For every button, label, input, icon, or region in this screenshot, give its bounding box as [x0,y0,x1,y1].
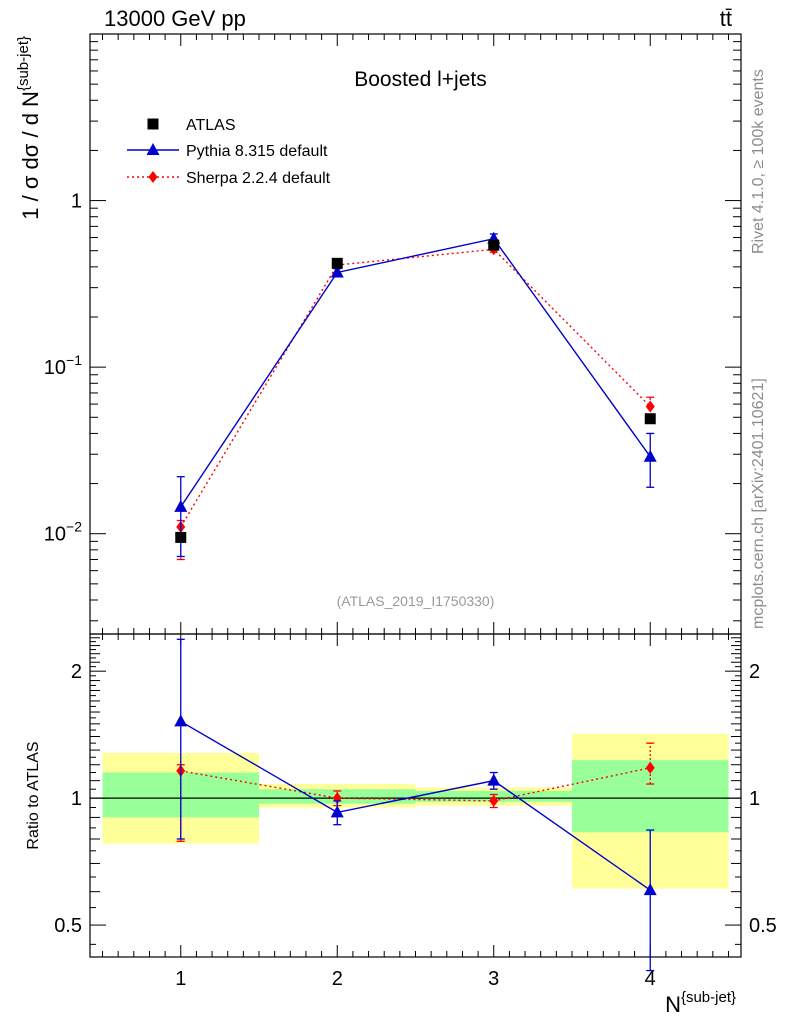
legend-sherpa-marker [148,171,158,183]
main-atlas-point [175,531,187,543]
ratio-pythia-line [180,720,651,891]
legend-pythia-label: Pythia 8.315 default [186,143,328,160]
main-sherpa-line [180,248,651,528]
main-atlas-point [331,257,343,269]
process-label: tt̄ [719,6,732,31]
legend-sherpa-label: Sherpa 2.2.4 default [186,170,331,187]
ratio-sherpa-point [645,761,655,774]
main-pythia-point [174,499,188,512]
legend-atlas-label: ATLAS [186,117,236,134]
x-tick-label: 4 [645,968,656,990]
main-atlas-point [644,413,656,425]
legend-pythia-marker [146,143,160,155]
x-tick-label: 1 [175,968,186,990]
ratio-y-axis-title: Ratio to ATLAS [25,741,42,849]
main-pythia-point [643,449,657,462]
ratio-sherpa-line [180,767,651,802]
main-pythia-point [330,265,344,278]
x-axis-title: N{sub-jet} [665,989,736,1017]
ratio-sherpa-point [489,794,499,807]
x-tick-label: 2 [332,968,343,990]
ratio-y-tick-label-left: 0.5 [54,915,82,937]
analysis-label: (ATLAS_2019_I1750330) [337,593,495,609]
main-y-tick-label: 10−2 [44,519,82,546]
ratio-pythia-point [174,714,188,727]
main-pythia-line [180,237,651,508]
legend-atlas-marker [147,118,159,130]
ratio-pythia-point [487,773,501,786]
main-y-tick-label: 1 [71,191,82,213]
ratio-y-tick-label-left: 2 [71,661,82,683]
main-atlas-point [488,239,500,251]
ratio-y-tick-label-right: 2 [749,661,760,683]
ratio-pythia-point [643,883,657,896]
energy-label: 13000 GeV pp [104,6,246,31]
ratio-pythia-point [330,805,344,818]
ratio-y-tick-label-left: 1 [71,788,82,810]
ratio-y-tick-label-right: 1 [749,788,760,810]
ratio-y-tick-label-right: 0.5 [749,915,777,937]
main-y-tick-label: 10−1 [44,352,82,379]
main-sherpa-point [645,400,655,413]
plot-title: Boosted l+jets [354,68,487,91]
main-y-axis-title: 1 / σ dσ / d N{sub-jet} [15,36,43,220]
x-tick-label: 3 [488,968,499,990]
